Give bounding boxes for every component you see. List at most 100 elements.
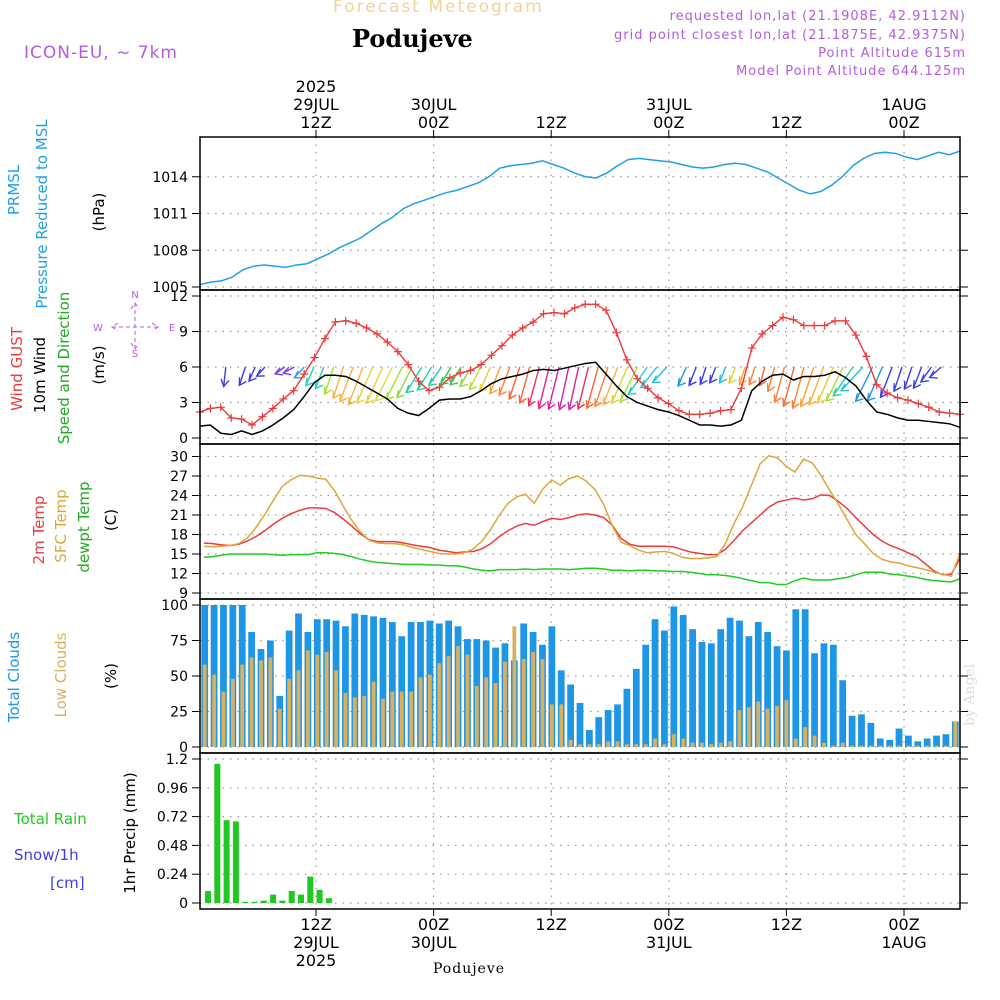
bar-total-clouds bbox=[876, 738, 884, 747]
wind-barb-head bbox=[928, 370, 938, 379]
wind-barb-head bbox=[314, 380, 324, 390]
temp-2m-label: 2m Temp bbox=[30, 496, 48, 565]
wind-barb-head bbox=[832, 387, 842, 397]
wind-barb-head bbox=[498, 387, 507, 397]
pressure-unit: (hPa) bbox=[90, 193, 108, 232]
bar-total-clouds bbox=[351, 613, 359, 747]
gust-marker bbox=[435, 383, 444, 392]
wind-barb bbox=[528, 366, 541, 406]
wind-barb-head bbox=[255, 368, 265, 377]
bar-low-clouds bbox=[568, 739, 573, 747]
gust-marker bbox=[549, 308, 558, 317]
gust-marker bbox=[851, 331, 860, 340]
gust-marker bbox=[935, 407, 944, 416]
precip-snow-unit: [cm] bbox=[50, 874, 85, 892]
bar-low-clouds bbox=[662, 744, 667, 747]
bar-total-clouds bbox=[651, 619, 659, 747]
wind-barb-head bbox=[748, 376, 757, 386]
gust-marker bbox=[331, 318, 340, 327]
wind-barb-head bbox=[427, 377, 437, 387]
bar-total-clouds bbox=[595, 717, 603, 747]
panel-frame-precip bbox=[199, 752, 961, 910]
wind-barb-head bbox=[323, 385, 333, 396]
clouds-total-label: Total Clouds bbox=[5, 632, 23, 724]
wind-barb-head bbox=[449, 376, 459, 386]
bar-total-clouds bbox=[679, 614, 687, 747]
bar-total-clouds bbox=[914, 741, 922, 747]
wind-barb bbox=[586, 366, 599, 409]
wind-barb bbox=[800, 366, 815, 407]
wind-barb-head bbox=[879, 389, 889, 399]
bar-rain bbox=[288, 891, 295, 903]
gust-marker bbox=[425, 386, 434, 395]
wind-barb-head bbox=[728, 374, 737, 385]
gust-marker bbox=[747, 344, 756, 353]
bar-low-clouds bbox=[474, 685, 479, 747]
bar-low-clouds bbox=[493, 683, 498, 747]
wind-barb-head bbox=[766, 383, 776, 393]
bar-low-clouds bbox=[596, 744, 601, 747]
bar-rain bbox=[298, 894, 304, 903]
bar-low-clouds bbox=[249, 657, 254, 747]
wind-barb bbox=[709, 366, 717, 383]
wind-barb-head bbox=[339, 393, 348, 403]
x-tick-label-top: 30JUL bbox=[411, 95, 457, 114]
wind-barb bbox=[347, 366, 364, 405]
wind-barb-head bbox=[619, 393, 629, 403]
wind-barb-head bbox=[439, 376, 449, 386]
bar-total-clouds bbox=[867, 722, 875, 747]
bar-total-clouds bbox=[707, 643, 715, 747]
wind-barb-head bbox=[332, 390, 341, 400]
wind-barb-head bbox=[248, 373, 257, 383]
wind-dir-label: Speed and Direction bbox=[55, 292, 73, 445]
x-tick-label-bottom: 12Z bbox=[300, 915, 331, 934]
panel-frame-temp bbox=[199, 443, 961, 600]
bar-total-clouds bbox=[858, 714, 865, 747]
y-tick-label: 25 bbox=[170, 705, 188, 721]
wind-barb-head bbox=[854, 393, 864, 403]
y-tick-label: 100 bbox=[161, 598, 188, 614]
wind-barb bbox=[332, 366, 345, 399]
gust-marker bbox=[227, 413, 236, 422]
wind-barb bbox=[767, 366, 776, 392]
y-tick-label: 30 bbox=[170, 450, 188, 466]
gust-marker bbox=[674, 406, 683, 415]
wind-barb-head bbox=[459, 378, 469, 388]
wind-barb bbox=[449, 366, 462, 386]
bar-rain bbox=[316, 889, 323, 903]
bar-rain bbox=[260, 900, 267, 903]
bar-rain bbox=[325, 898, 332, 903]
gust-marker bbox=[633, 374, 642, 383]
bar-low-clouds bbox=[671, 734, 676, 747]
bar-low-clouds bbox=[915, 745, 920, 747]
gust-marker bbox=[862, 352, 871, 361]
wind-barb bbox=[468, 366, 482, 390]
bar-low-clouds bbox=[756, 701, 761, 747]
wind-barb bbox=[238, 366, 247, 386]
requested-coords: requested lon,lat (21.1908E, 42.9112N) bbox=[669, 9, 966, 24]
wind-barb-head bbox=[708, 374, 718, 384]
gust-marker bbox=[268, 404, 277, 413]
bar-rain bbox=[223, 820, 230, 903]
bar-low-clouds bbox=[559, 704, 564, 747]
wind-barb bbox=[808, 366, 825, 405]
bar-rain bbox=[242, 901, 249, 903]
bar-total-clouds bbox=[689, 629, 696, 747]
wind-barb-head bbox=[738, 376, 747, 386]
gust-marker bbox=[831, 316, 840, 325]
bar-total-clouds bbox=[632, 668, 640, 747]
gust-marker bbox=[414, 377, 423, 386]
gust-marker bbox=[622, 355, 631, 364]
wind-barb-head bbox=[385, 391, 395, 401]
wind-barb bbox=[728, 366, 737, 384]
y-tick-label: 18 bbox=[170, 528, 188, 544]
compass-w: W bbox=[93, 323, 103, 334]
bar-low-clouds bbox=[381, 698, 385, 747]
gust-marker bbox=[602, 306, 611, 315]
bottom-location-label: Podujeve bbox=[433, 961, 505, 977]
clouds-low-label: Low Clouds bbox=[52, 632, 70, 717]
temp-sfc-label: SFC Temp bbox=[52, 489, 70, 562]
bar-low-clouds bbox=[831, 745, 836, 747]
wind-barb-head bbox=[688, 377, 697, 387]
bar-total-clouds bbox=[764, 631, 772, 747]
